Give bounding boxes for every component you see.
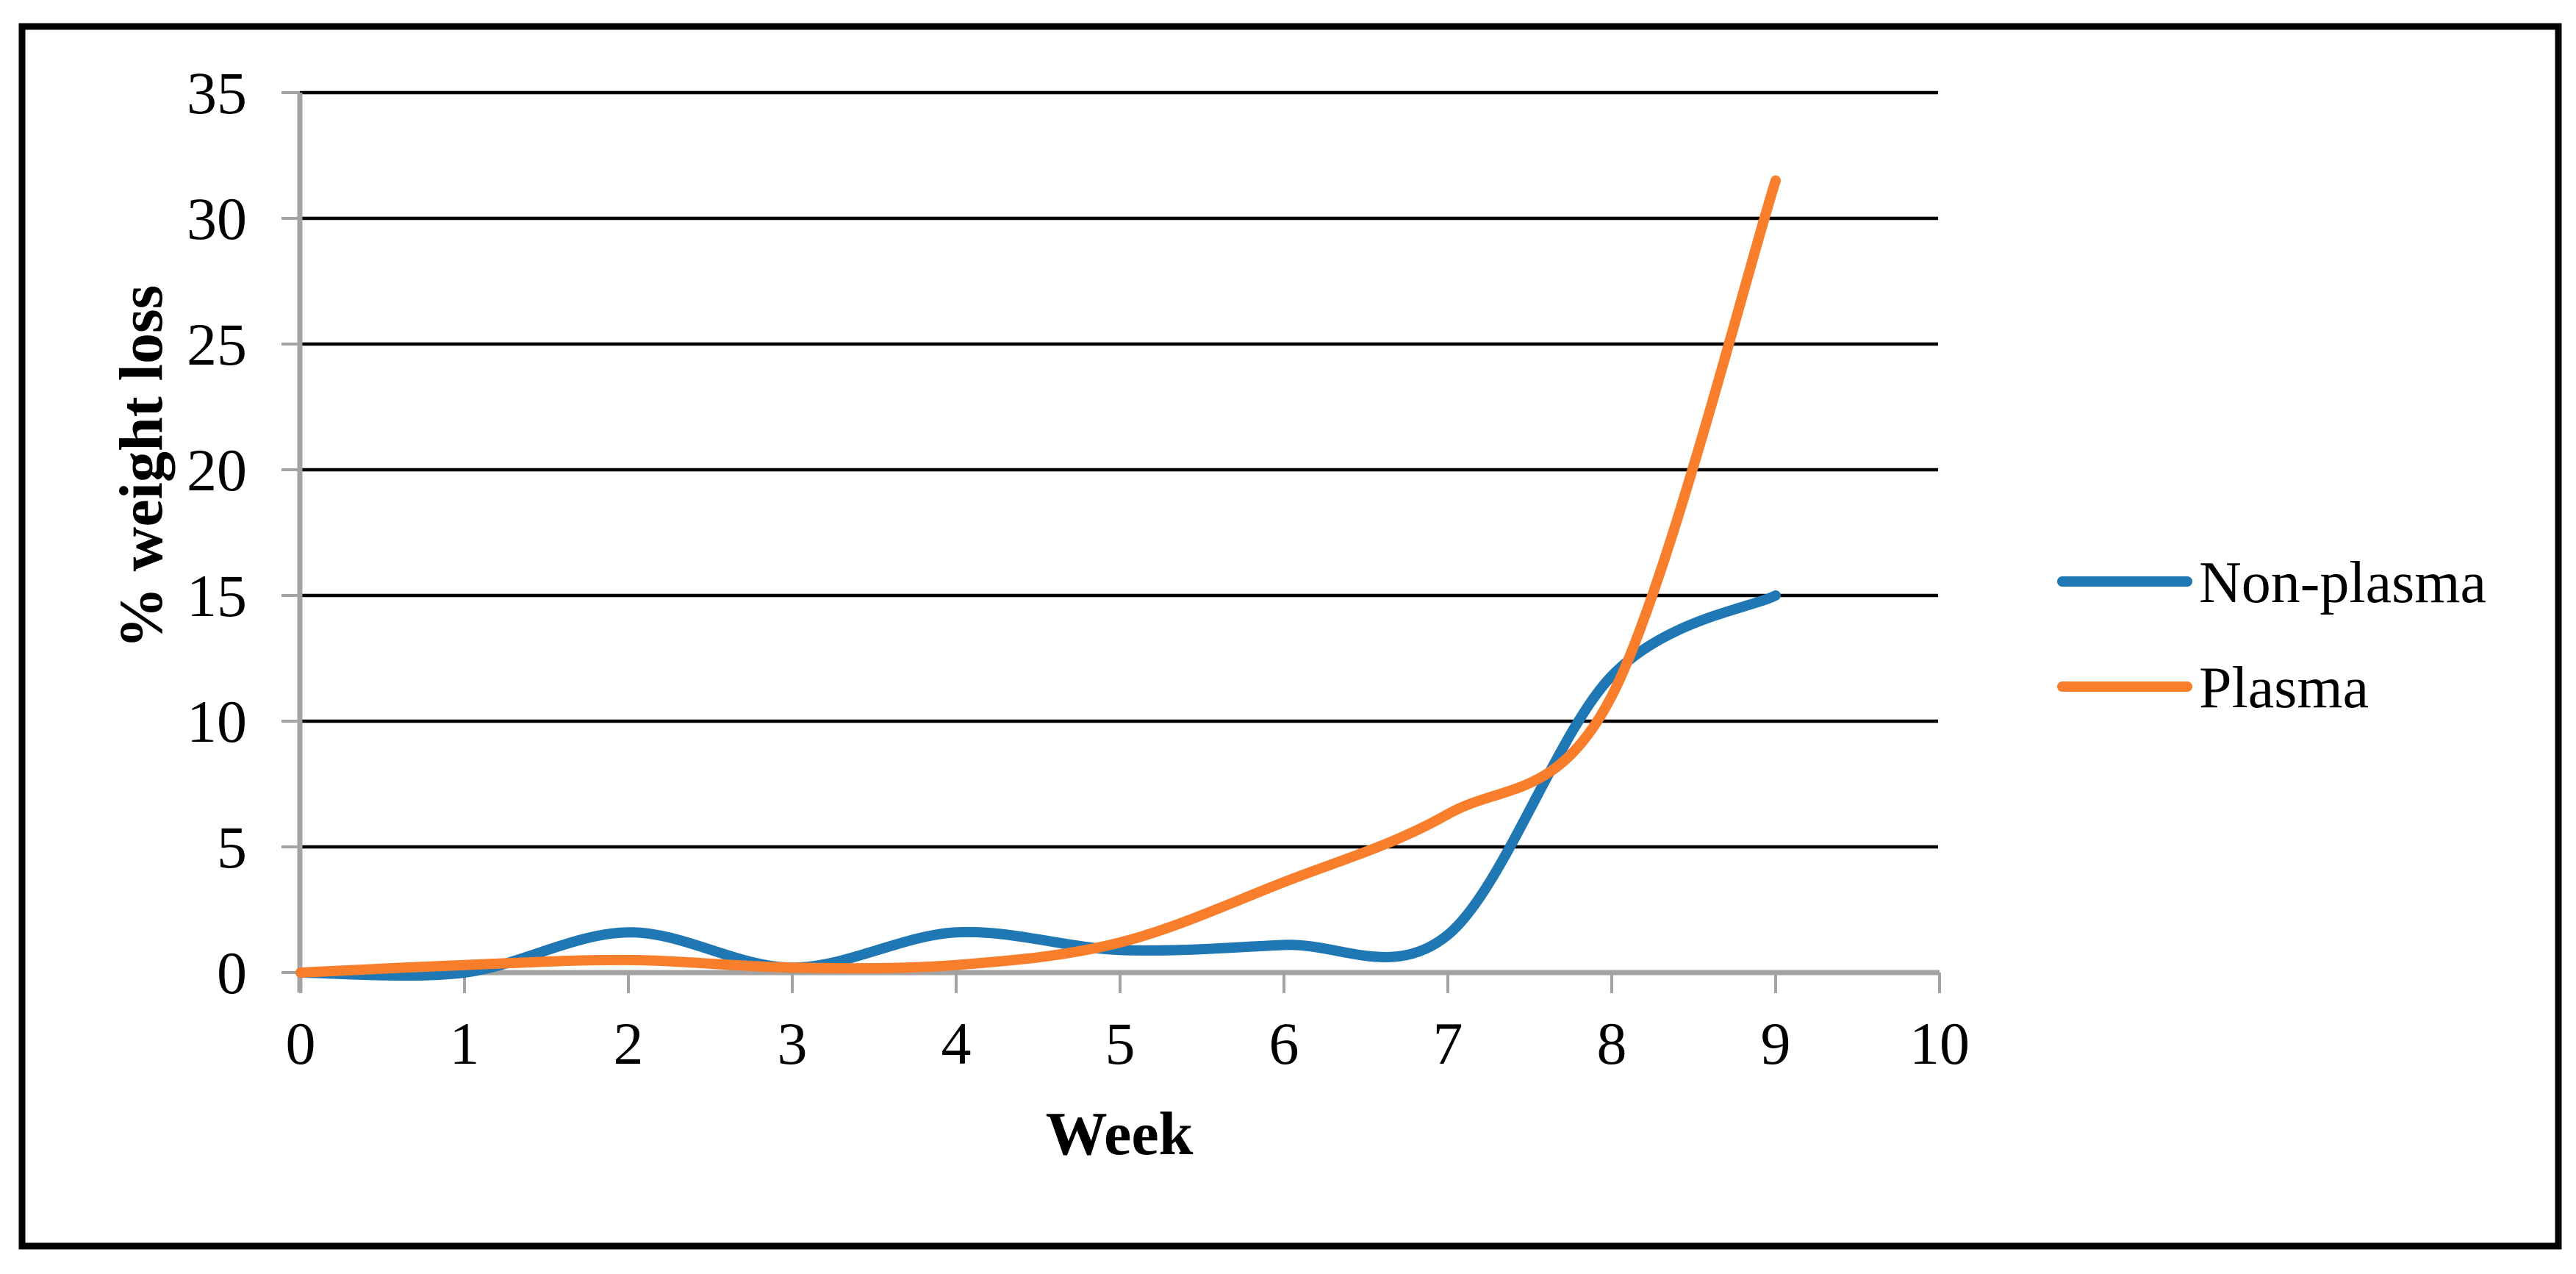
y-tick-label: 20: [187, 437, 247, 504]
y-tick-label: 15: [187, 562, 247, 629]
x-tick-label: 8: [1597, 1010, 1627, 1077]
series-line-non-plasma: [295, 590, 1781, 981]
x-tick-label: 2: [614, 1010, 644, 1077]
series-lines: [295, 175, 1781, 981]
x-tick-label: 9: [1761, 1010, 1791, 1077]
y-tick-label: 10: [187, 688, 247, 755]
y-tick-labels: 0 5 10 15 20 25 30 35: [187, 60, 247, 1006]
y-tick-label: 30: [187, 185, 247, 252]
series-line-plasma: [295, 175, 1781, 978]
y-tick-label: 35: [187, 60, 247, 126]
x-tick-label: 3: [778, 1010, 808, 1077]
x-tick-label: 4: [941, 1010, 972, 1077]
legend-item: Plasma: [2057, 656, 2369, 720]
y-tick-label: 0: [217, 940, 247, 1006]
legend-series-label: Plasma: [2199, 656, 2369, 720]
x-tick-label: 1: [450, 1010, 480, 1077]
legend-item: Non-plasma: [2057, 551, 2486, 615]
x-tick-labels: 0 1 2 3 4 5 6 7 8 9 10: [286, 1010, 1970, 1077]
x-tick-label: 0: [286, 1010, 316, 1077]
legend: Non-plasma Plasma: [2057, 551, 2486, 720]
gridlines: [300, 90, 1938, 849]
x-tick-label: 6: [1269, 1010, 1299, 1077]
y-tick-label: 5: [217, 814, 247, 881]
x-tick-label: 7: [1433, 1010, 1463, 1077]
axes: [281, 91, 1941, 993]
y-axis-title: % weight loss: [107, 285, 176, 649]
y-tick-label: 25: [187, 311, 247, 378]
x-tick-label: 5: [1105, 1010, 1135, 1077]
x-axis-title: Week: [1046, 1100, 1194, 1168]
chart-border: [18, 23, 2562, 1250]
legend-series-label: Non-plasma: [2199, 551, 2486, 615]
x-tick-label: 10: [1909, 1010, 1970, 1077]
